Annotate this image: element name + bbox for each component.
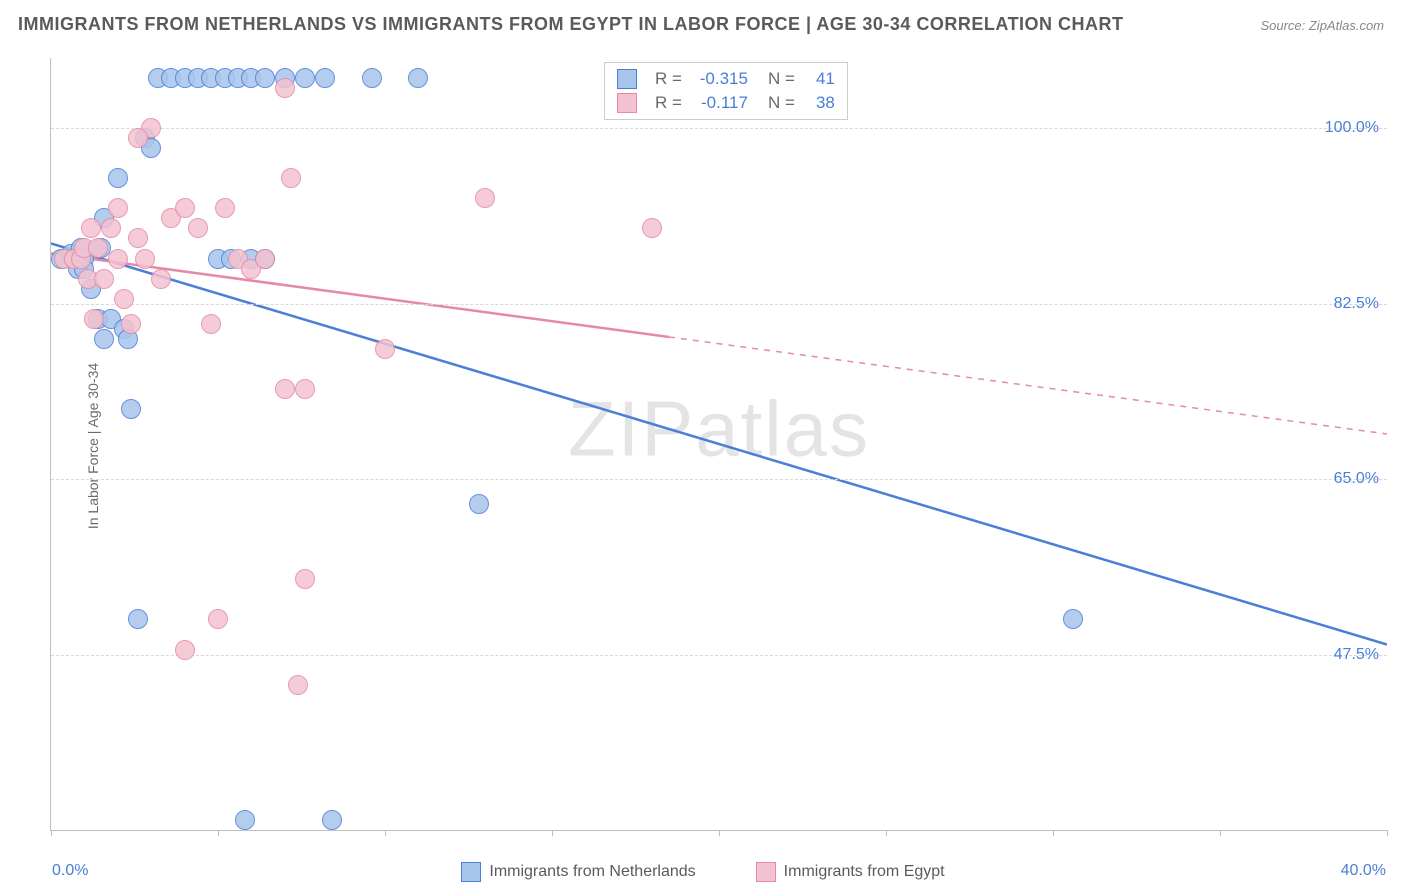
x-tick: [719, 830, 720, 836]
scatter-point: [642, 218, 662, 238]
x-tick: [1387, 830, 1388, 836]
legend-swatch: [461, 862, 481, 882]
bottom-legend: Immigrants from Netherlands Immigrants fr…: [0, 862, 1406, 882]
r-value: -0.117: [692, 93, 748, 113]
x-tick: [51, 830, 52, 836]
scatter-point: [135, 249, 155, 269]
y-tick-label: 47.5%: [1334, 646, 1379, 664]
scatter-point: [288, 675, 308, 695]
scatter-point: [121, 399, 141, 419]
r-label: R =: [655, 69, 682, 89]
scatter-point: [128, 128, 148, 148]
regression-line-extrapolated: [669, 337, 1387, 434]
scatter-point: [208, 609, 228, 629]
scatter-point: [201, 314, 221, 334]
y-tick-label: 82.5%: [1334, 295, 1379, 313]
legend-swatch: [756, 862, 776, 882]
scatter-point: [108, 198, 128, 218]
scatter-point: [151, 269, 171, 289]
scatter-point: [188, 218, 208, 238]
scatter-point: [295, 379, 315, 399]
scatter-point: [275, 78, 295, 98]
scatter-point: [108, 168, 128, 188]
n-value: 38: [805, 93, 835, 113]
legend-swatch: [617, 93, 637, 113]
scatter-point: [114, 289, 134, 309]
scatter-point: [128, 609, 148, 629]
gridline: [51, 128, 1387, 129]
plot-area: ZIPatlas 47.5% 65.0% 82.5% 100.0% R = -0.315 N…: [50, 58, 1387, 831]
scatter-point: [81, 218, 101, 238]
scatter-point: [175, 640, 195, 660]
scatter-point: [322, 810, 342, 830]
scatter-point: [362, 68, 382, 88]
scatter-point: [215, 198, 235, 218]
scatter-point: [281, 168, 301, 188]
scatter-point: [315, 68, 335, 88]
chart-title: IMMIGRANTS FROM NETHERLANDS VS IMMIGRANT…: [18, 14, 1124, 35]
scatter-point: [84, 309, 104, 329]
scatter-point: [175, 198, 195, 218]
gridline: [51, 304, 1387, 305]
gridline: [51, 655, 1387, 656]
scatter-point: [121, 314, 141, 334]
scatter-point: [88, 238, 108, 258]
scatter-point: [255, 249, 275, 269]
scatter-point: [94, 329, 114, 349]
legend-label: Immigrants from Netherlands: [489, 863, 695, 881]
legend-label: Immigrants from Egypt: [784, 863, 945, 881]
y-tick-label: 100.0%: [1325, 119, 1379, 137]
scatter-point: [101, 218, 121, 238]
x-tick: [552, 830, 553, 836]
scatter-point: [108, 249, 128, 269]
scatter-point: [94, 269, 114, 289]
scatter-point: [275, 379, 295, 399]
n-label: N =: [768, 69, 795, 89]
scatter-point: [408, 68, 428, 88]
scatter-point: [1063, 609, 1083, 629]
scatter-point: [255, 68, 275, 88]
legend-swatch: [617, 69, 637, 89]
scatter-point: [475, 188, 495, 208]
x-tick: [385, 830, 386, 836]
scatter-point: [375, 339, 395, 359]
source-attribution: Source: ZipAtlas.com: [1260, 18, 1384, 33]
scatter-point: [469, 494, 489, 514]
x-tick: [1220, 830, 1221, 836]
scatter-point: [295, 569, 315, 589]
x-tick: [1053, 830, 1054, 836]
r-value: -0.315: [692, 69, 748, 89]
r-label: R =: [655, 93, 682, 113]
legend-item: Immigrants from Netherlands: [461, 862, 695, 882]
correlation-row: R = -0.117 N = 38: [613, 91, 839, 115]
scatter-point: [235, 810, 255, 830]
watermark-text: ZIPatlas: [568, 383, 870, 474]
x-tick: [886, 830, 887, 836]
n-label: N =: [768, 93, 795, 113]
scatter-point: [295, 68, 315, 88]
regression-lines-layer: [51, 58, 1387, 830]
correlation-legend: R = -0.315 N = 41 R = -0.117 N = 38: [604, 62, 848, 120]
y-tick-label: 65.0%: [1334, 470, 1379, 488]
correlation-row: R = -0.315 N = 41: [613, 67, 839, 91]
legend-item: Immigrants from Egypt: [756, 862, 945, 882]
scatter-point: [128, 228, 148, 248]
x-tick: [218, 830, 219, 836]
gridline: [51, 479, 1387, 480]
n-value: 41: [805, 69, 835, 89]
